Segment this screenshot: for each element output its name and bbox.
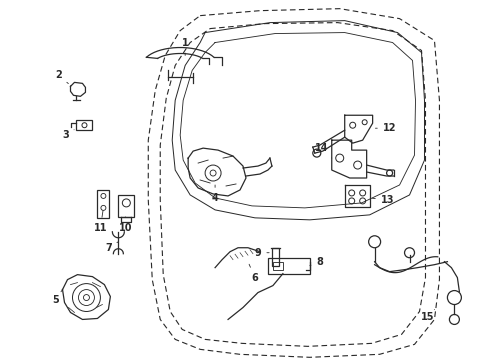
Text: 15: 15	[420, 310, 433, 323]
Text: 7: 7	[105, 242, 118, 253]
Text: 14: 14	[314, 143, 331, 158]
Text: 2: 2	[55, 71, 68, 84]
Bar	[118, 195, 134, 217]
Bar	[76, 120, 92, 130]
Text: 11: 11	[94, 211, 107, 233]
Text: 6: 6	[248, 264, 258, 283]
Bar	[272, 262, 283, 270]
Text: 5: 5	[52, 289, 62, 305]
Bar	[97, 190, 109, 218]
Text: 8: 8	[309, 257, 323, 267]
Text: 9: 9	[254, 248, 268, 258]
Bar	[271, 248, 278, 266]
Text: 1: 1	[182, 37, 188, 55]
Text: 13: 13	[372, 195, 393, 205]
Text: 4: 4	[211, 185, 218, 203]
Text: 10: 10	[119, 217, 132, 233]
Text: 12: 12	[375, 123, 396, 133]
Bar	[267, 258, 309, 274]
Text: 3: 3	[62, 130, 74, 140]
